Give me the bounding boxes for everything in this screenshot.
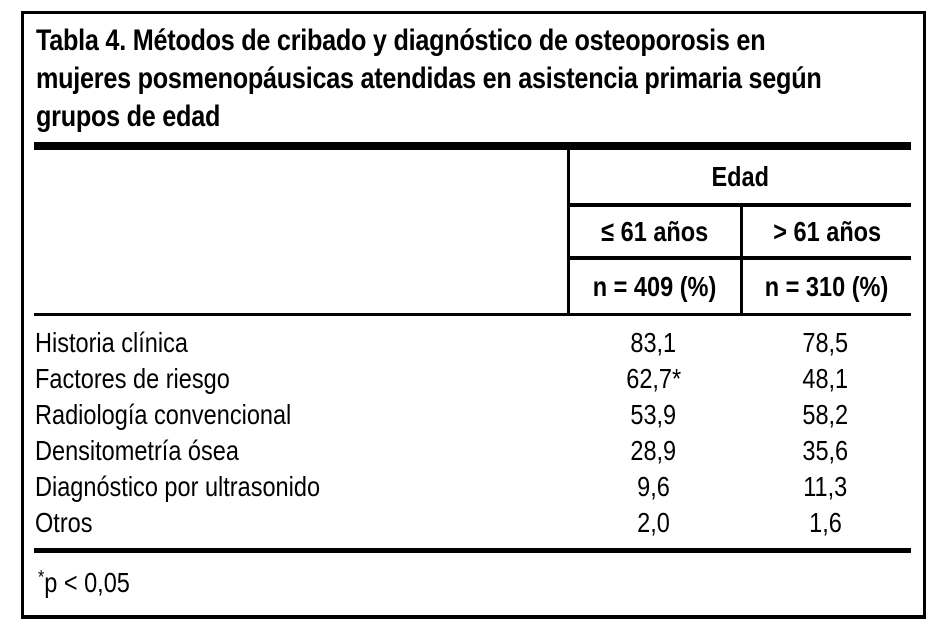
row-value-gt61: 78,5	[740, 327, 911, 359]
header-bottom-rule	[34, 313, 911, 316]
header-group-label: Edad	[711, 160, 770, 192]
table-row: Historia clínica 83,1 78,5	[34, 325, 911, 361]
row-value-gt61: 48,1	[740, 363, 911, 395]
header-n-label-le61: n = 409 (%)	[593, 270, 717, 302]
row-label: Densitometría ósea	[35, 435, 239, 466]
row-label: Radiología convencional	[35, 399, 292, 430]
header-group-cell-edad: Edad	[567, 150, 911, 207]
header-spacer-cell	[34, 207, 567, 260]
value-text: 9,6	[637, 471, 670, 502]
value-text: 1,6	[809, 507, 842, 538]
header-age-label-le61: ≤ 61 años	[601, 215, 709, 247]
row-label: Historia clínica	[35, 327, 188, 358]
value-text: 11,3	[803, 471, 848, 502]
header-n-cell-le61: n = 409 (%)	[567, 260, 740, 313]
value-text: 48,1	[802, 363, 849, 394]
footnote: *p < 0,05	[24, 553, 923, 599]
row-value-le61: 62,7*	[567, 363, 740, 395]
footnote-divider-rule	[34, 548, 911, 553]
row-label-cell: Diagnóstico por ultrasonido	[34, 471, 567, 503]
table-row: Densitometría ósea 28,9 35,6	[34, 433, 911, 469]
table-title: Tabla 4. Métodos de cribado y diagnóstic…	[24, 14, 923, 136]
row-value-le61: 28,9	[567, 435, 740, 467]
header-n-label-gt61: n = 310 (%)	[765, 270, 889, 302]
value-text: 35,6	[802, 435, 849, 466]
table-row: Factores de riesgo 62,7* 48,1	[34, 361, 911, 397]
row-value-gt61: 1,6	[740, 507, 911, 539]
row-value-le61: 83,1	[567, 327, 740, 359]
value-text: 2,0	[637, 507, 670, 538]
row-value-le61: 53,9	[567, 399, 740, 431]
header-age-label-gt61: > 61 años	[773, 215, 881, 247]
table-row: Diagnóstico por ultrasonido 9,6 11,3	[34, 469, 911, 505]
row-value-gt61: 35,6	[740, 435, 911, 467]
table-title-line: mujeres posmenopáusicas atendidas en asi…	[36, 62, 822, 95]
row-value-le61: 9,6	[567, 471, 740, 503]
table-row: Otros 2,0 1,6	[34, 505, 911, 541]
row-value-gt61: 11,3	[740, 471, 911, 503]
row-label: Factores de riesgo	[35, 363, 230, 394]
footnote-marker: *	[38, 567, 45, 589]
row-value-gt61: 58,2	[740, 399, 911, 431]
header-spacer-cell	[34, 150, 567, 207]
value-text: 53,9	[630, 399, 677, 430]
row-label-cell: Otros	[34, 507, 567, 539]
table-header: Edad ≤ 61 años > 61 años n = 409 (%) n =…	[34, 150, 911, 313]
value-text: 62,7*	[626, 363, 681, 394]
row-label-cell: Factores de riesgo	[34, 363, 567, 395]
row-label-cell: Densitometría ósea	[34, 435, 567, 467]
row-value-le61: 2,0	[567, 507, 740, 539]
header-age-cell-gt61: > 61 años	[740, 207, 911, 260]
footnote-text-wrap: *p < 0,05	[38, 567, 130, 599]
value-text: 58,2	[802, 399, 849, 430]
value-text: 28,9	[630, 435, 677, 466]
header-age-cell-le61: ≤ 61 años	[567, 207, 740, 260]
title-divider-rule	[34, 142, 911, 150]
row-label: Diagnóstico por ultrasonido	[35, 471, 321, 502]
header-spacer-cell	[34, 260, 567, 313]
row-label-cell: Radiología convencional	[34, 399, 567, 431]
table-title-line: grupos de edad	[36, 100, 221, 133]
value-text: 83,1	[630, 327, 677, 358]
row-label-cell: Historia clínica	[34, 327, 567, 359]
header-n-cell-gt61: n = 310 (%)	[740, 260, 911, 313]
table-figure-frame: Tabla 4. Métodos de cribado y diagnóstic…	[21, 11, 926, 619]
value-text: 78,5	[802, 327, 849, 358]
table-body: Historia clínica 83,1 78,5 Factores de r…	[34, 316, 911, 548]
row-label: Otros	[35, 507, 93, 538]
table-title-line: Tabla 4. Métodos de cribado y diagnóstic…	[36, 24, 766, 57]
table-row: Radiología convencional 53,9 58,2	[34, 397, 911, 433]
footnote-text: p < 0,05	[44, 567, 130, 598]
